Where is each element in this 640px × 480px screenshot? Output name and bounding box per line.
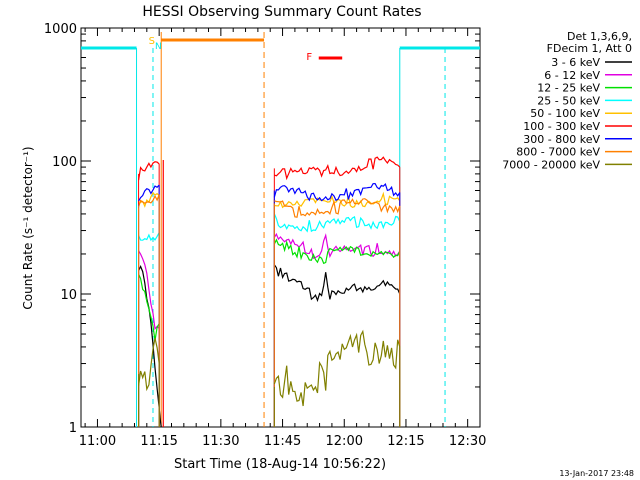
legend-label-2: 12 - 25 keV xyxy=(537,82,600,95)
series-line xyxy=(273,232,401,259)
series-line xyxy=(138,161,160,181)
plot-frame xyxy=(80,27,481,428)
series-line xyxy=(138,265,162,428)
legend-label-7: 800 - 7000 keV xyxy=(516,146,600,159)
s-flag-label: S xyxy=(149,36,155,47)
x-tick-label: 11:15 xyxy=(140,434,177,449)
series-line xyxy=(273,213,401,233)
x-tick-label: 11:30 xyxy=(202,434,239,449)
series-line xyxy=(138,337,160,392)
y-tick-label: 100 xyxy=(52,155,77,170)
n-flag-label: N xyxy=(155,42,162,52)
series-line xyxy=(138,184,160,202)
series-5 xyxy=(138,156,401,427)
y-tick-label: 10 xyxy=(60,288,77,303)
f-flag-label: F xyxy=(306,52,312,63)
legend-header-1: Det 1,3,6,9, xyxy=(567,30,632,43)
y-tick-label: 1000 xyxy=(44,22,77,37)
y-tick-label: 1 xyxy=(69,421,77,436)
series-7 xyxy=(138,194,401,427)
legend-label-3: 25 - 50 keV xyxy=(537,94,600,107)
x-tick-label: 11:00 xyxy=(79,434,116,449)
x-tick-label: 12:00 xyxy=(326,434,363,449)
legend-label-6: 300 - 800 keV xyxy=(523,133,600,146)
series-2 xyxy=(138,238,401,427)
series-0 xyxy=(138,263,401,428)
y-axis-label: Count Rate (s⁻¹ detector⁻¹) xyxy=(21,146,35,309)
series-line xyxy=(274,156,401,181)
series-line xyxy=(274,191,401,209)
plot-area: 11:00 11:15 11:30 11:45 12:00 12:15 12:30 1 10 10… xyxy=(44,22,486,449)
series-line xyxy=(274,198,401,218)
series-line xyxy=(273,264,401,303)
x-tick-label: 12:30 xyxy=(449,434,486,449)
series-line xyxy=(273,238,401,265)
series-line xyxy=(138,194,160,208)
series-4 xyxy=(138,191,401,427)
series-line xyxy=(138,191,160,208)
legend-label-0: 3 - 6 keV xyxy=(551,56,600,69)
footer-date: 13-Jan-2017 23:48 xyxy=(559,469,634,478)
legend-label-1: 6 - 12 keV xyxy=(544,69,600,82)
series-line xyxy=(138,250,160,331)
x-axis-label: Start Time (18-Aug-14 10:56:22) xyxy=(174,457,386,472)
legend-label-8: 7000 - 20000 keV xyxy=(502,158,600,171)
x-tick-label: 11:45 xyxy=(264,434,301,449)
series-line xyxy=(273,329,401,407)
x-tick-label: 12:15 xyxy=(387,434,424,449)
series-1 xyxy=(138,232,401,427)
legend-label-5: 100 - 300 keV xyxy=(523,120,600,133)
chart-title: HESSI Observing Summary Count Rates xyxy=(142,4,421,20)
legend-header-2: FDecim 1, Att 0 xyxy=(547,42,632,55)
series-line xyxy=(138,273,160,341)
series-line xyxy=(138,232,160,242)
series-8 xyxy=(138,329,401,427)
series-line xyxy=(273,182,401,202)
legend-label-4: 50 - 100 keV xyxy=(530,107,600,120)
